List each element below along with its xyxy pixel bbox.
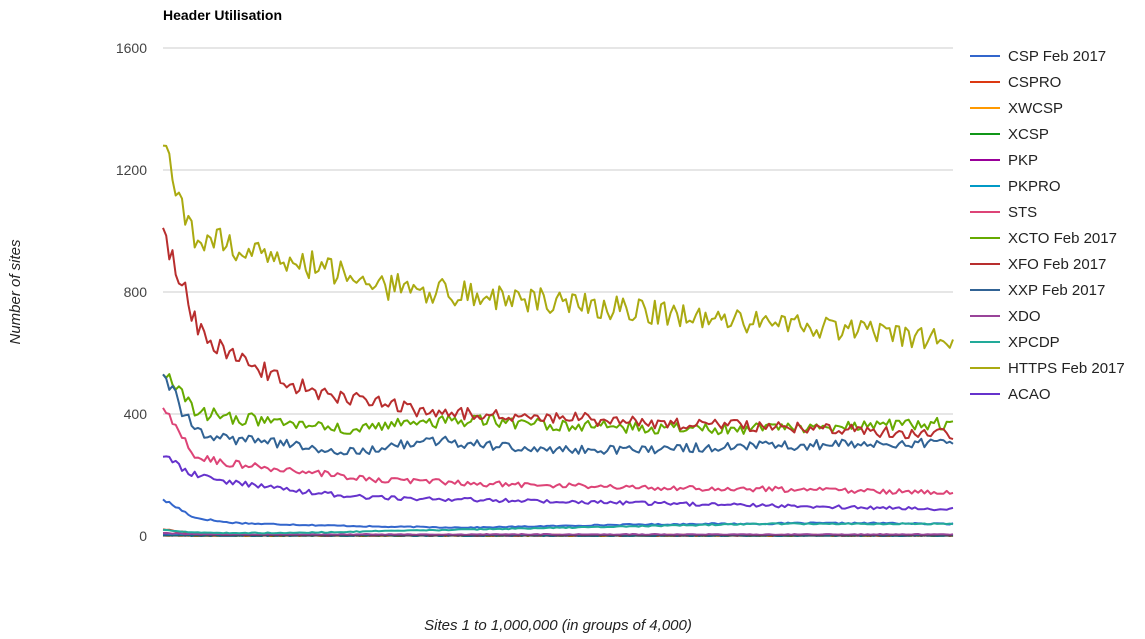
legend-label: XCSP — [1008, 126, 1049, 143]
legend-label: CSPRO — [1008, 74, 1061, 91]
series-line-https-feb-2017 — [162, 144, 954, 350]
y-tick-label: 1600 — [116, 40, 147, 56]
legend-label: XWCSP — [1008, 100, 1063, 117]
legend-label: XXP Feb 2017 — [1008, 282, 1105, 299]
y-axis-title: Number of sites — [7, 239, 24, 345]
legend: CSP Feb 2017 CSPRO XWCSP XCSP PKP PKPRO STS XCT… — [970, 48, 1125, 403]
y-tick-labels: 0 400 800 1200 1600 — [116, 40, 147, 544]
legend-label: PKP — [1008, 152, 1038, 169]
series-line-sts — [162, 407, 954, 496]
y-tick-label: 400 — [124, 406, 148, 422]
chart-title: Header Utilisation — [163, 7, 282, 23]
series-line-xfo-feb-2017 — [162, 227, 954, 441]
legend-label: XCTO Feb 2017 — [1008, 230, 1117, 247]
legend-label: STS — [1008, 204, 1037, 221]
legend-label: XPCDP — [1008, 334, 1060, 351]
legend-label: XFO Feb 2017 — [1008, 256, 1106, 273]
y-tick-label: 800 — [124, 284, 148, 300]
plot-area — [162, 144, 954, 537]
y-tick-label: 0 — [139, 528, 147, 544]
series-line-xxp-feb-2017 — [162, 373, 954, 456]
x-axis-title: Sites 1 to 1,000,000 (in groups of 4,000… — [424, 617, 692, 634]
series-line-xdo — [162, 531, 954, 536]
legend-label: PKPRO — [1008, 178, 1061, 195]
legend-label: CSP Feb 2017 — [1008, 48, 1106, 65]
series-line-acao — [162, 455, 954, 512]
series-line-xpcdp — [162, 522, 954, 535]
y-gridlines — [163, 47, 953, 415]
legend-label: ACAO — [1008, 386, 1051, 403]
legend-label: HTTPS Feb 2017 — [1008, 360, 1125, 377]
legend-label: XDO — [1008, 308, 1041, 325]
y-tick-label: 1200 — [116, 162, 147, 178]
